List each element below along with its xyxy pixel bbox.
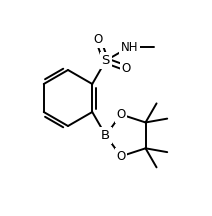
Text: S: S (102, 54, 110, 67)
Text: O: O (116, 150, 126, 163)
Text: O: O (94, 33, 103, 46)
Text: O: O (122, 62, 131, 75)
Text: NH: NH (120, 41, 138, 54)
Text: O: O (116, 108, 126, 121)
Text: B: B (101, 129, 110, 142)
